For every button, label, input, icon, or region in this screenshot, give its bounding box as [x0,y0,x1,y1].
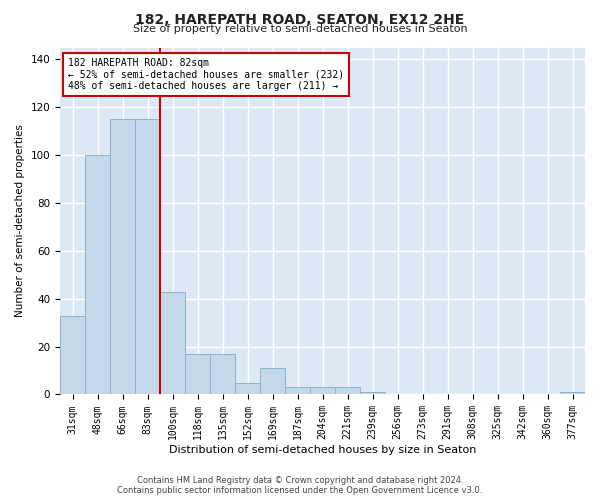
Text: Contains HM Land Registry data © Crown copyright and database right 2024.
Contai: Contains HM Land Registry data © Crown c… [118,476,482,495]
Bar [185,354,210,395]
Text: Size of property relative to semi-detached houses in Seaton: Size of property relative to semi-detach… [133,24,467,34]
Bar [560,392,585,394]
Text: 182, HAREPATH ROAD, SEATON, EX12 2HE: 182, HAREPATH ROAD, SEATON, EX12 2HE [136,12,464,26]
Bar [160,292,185,395]
Text: 182 HAREPATH ROAD: 82sqm
← 52% of semi-detached houses are smaller (232)
48% of : 182 HAREPATH ROAD: 82sqm ← 52% of semi-d… [68,58,344,91]
Bar [360,392,385,394]
Bar [260,368,285,394]
Bar [310,388,335,394]
Bar [210,354,235,395]
Bar [285,388,310,394]
Bar [60,316,85,394]
Bar [110,120,135,394]
Y-axis label: Number of semi-detached properties: Number of semi-detached properties [15,124,25,318]
Bar [85,155,110,394]
Bar [335,388,360,394]
X-axis label: Distribution of semi-detached houses by size in Seaton: Distribution of semi-detached houses by … [169,445,476,455]
Bar [235,382,260,394]
Bar [135,120,160,394]
